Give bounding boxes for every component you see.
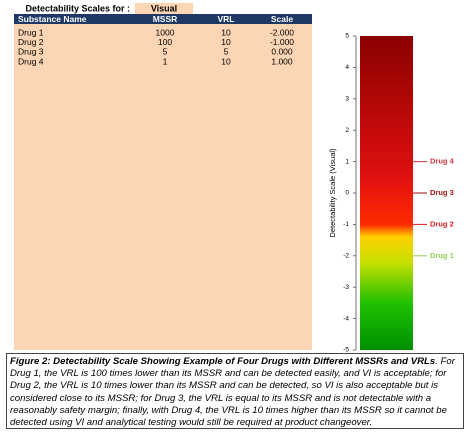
header-mode: Visual xyxy=(151,3,177,13)
table-cell: Drug 4 xyxy=(18,56,44,66)
tick-label: -5 xyxy=(343,347,349,353)
column-header: VRL xyxy=(218,14,235,24)
table-cell: Drug 2 xyxy=(18,37,44,47)
caption-body: . For Drug 1, the VRL is 100 times lower… xyxy=(10,356,455,429)
column-header: MSSR xyxy=(153,14,178,24)
table-cell: 1 xyxy=(163,56,168,66)
caption-title: Figure 2: Detectability Scale Showing Ex… xyxy=(10,356,436,367)
tick-label: 5 xyxy=(345,33,349,40)
marker-label: Drug 3 xyxy=(430,188,454,197)
table-cell: 1000 xyxy=(156,27,175,37)
table-cell: 10 xyxy=(221,27,231,37)
tick-label: -3 xyxy=(343,284,349,291)
table-cell: 10 xyxy=(221,56,231,66)
marker-label: Drug 2 xyxy=(430,219,454,228)
table-cell: Drug 1 xyxy=(18,27,44,37)
tick-label: -4 xyxy=(343,315,349,322)
table-cell: 10 xyxy=(221,37,231,47)
tick-label: -2 xyxy=(343,253,349,260)
caption: Figure 2: Detectability Scale Showing Ex… xyxy=(6,353,464,429)
tick-label: 0 xyxy=(345,190,349,197)
table-cell: 5 xyxy=(163,47,168,57)
table-cell: -1.000 xyxy=(270,37,294,47)
tick-label: 4 xyxy=(345,64,349,71)
table-cell: 5 xyxy=(224,47,229,57)
tick-label: 3 xyxy=(345,96,349,103)
scale-bar xyxy=(360,36,413,350)
tick-label: 2 xyxy=(345,127,349,134)
column-header: Substance Name xyxy=(18,14,87,24)
marker-label: Drug 1 xyxy=(430,251,454,260)
tick-label: -1 xyxy=(343,221,349,228)
column-header: Scale xyxy=(271,14,293,24)
table-cell: 100 xyxy=(158,37,172,47)
table-cell: 0.000 xyxy=(271,47,293,57)
table-cell: Drug 3 xyxy=(18,47,44,57)
table-cell: -2.000 xyxy=(270,27,294,37)
mode-cell xyxy=(135,3,193,14)
scale-axis-label: Detectability Scale (Visual) xyxy=(328,148,337,238)
marker-label: Drug 4 xyxy=(430,157,455,166)
table-header xyxy=(14,14,312,24)
tick-label: 1 xyxy=(345,158,349,165)
table-cell: 1.000 xyxy=(271,56,293,66)
sheet-area xyxy=(14,24,312,350)
sheet: Detectability Scales for : Visual Detect… xyxy=(14,3,455,354)
header-label: Detectability Scales for : xyxy=(25,3,130,13)
